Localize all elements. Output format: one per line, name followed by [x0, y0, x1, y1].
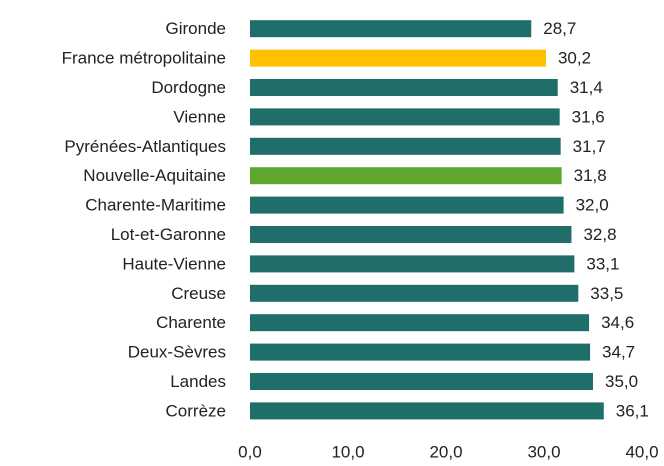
value-label: 32,8 [583, 225, 616, 244]
value-label: 33,1 [586, 254, 619, 273]
y-tick-label: Vienne [173, 107, 226, 126]
y-tick-label: Pyrénées-Atlantiques [64, 137, 226, 156]
value-label: 36,1 [616, 401, 649, 420]
bar [250, 196, 564, 214]
y-tick-label: Lot-et-Garonne [111, 225, 226, 244]
bar [250, 20, 532, 38]
y-tick-label: Gironde [166, 19, 226, 38]
x-tick-label: 40,0 [625, 442, 658, 461]
value-label: 30,2 [558, 49, 591, 68]
y-tick-label: Creuse [171, 284, 226, 303]
y-tick-label: Charente-Maritime [85, 196, 226, 215]
y-tick-label: Landes [170, 372, 226, 391]
value-label: 31,7 [573, 137, 606, 156]
bar [250, 284, 579, 302]
y-tick-label: France métropolitaine [62, 49, 226, 68]
value-label: 31,8 [574, 166, 607, 185]
value-label: 34,7 [602, 343, 635, 362]
x-tick-label: 30,0 [527, 442, 560, 461]
bar [250, 314, 590, 332]
bar [250, 137, 561, 155]
bar [250, 402, 604, 420]
value-label: 34,6 [601, 313, 634, 332]
y-tick-label: Nouvelle-Aquitaine [83, 166, 226, 185]
y-tick-label: Corrèze [166, 401, 226, 420]
bar [250, 49, 546, 67]
bar [250, 343, 591, 361]
y-tick-label: Dordogne [151, 78, 226, 97]
bar [250, 79, 558, 96]
x-tick-label: 10,0 [331, 442, 364, 461]
value-label: 33,5 [590, 284, 623, 303]
value-label: 35,0 [605, 372, 638, 391]
bar [250, 167, 562, 185]
value-label: 28,7 [543, 19, 576, 38]
bar [250, 226, 572, 243]
value-label: 31,6 [572, 107, 605, 126]
value-label: 31,4 [570, 78, 603, 97]
x-tick-label: 0,0 [238, 442, 262, 461]
value-label: 32,0 [576, 196, 609, 215]
x-tick-label: 20,0 [429, 442, 462, 461]
bar [250, 108, 560, 126]
y-tick-label: Deux-Sèvres [128, 343, 226, 362]
bar [250, 373, 593, 390]
bar [250, 255, 575, 273]
y-tick-label: Charente [156, 313, 226, 332]
y-tick-label: Haute-Vienne [122, 254, 226, 273]
